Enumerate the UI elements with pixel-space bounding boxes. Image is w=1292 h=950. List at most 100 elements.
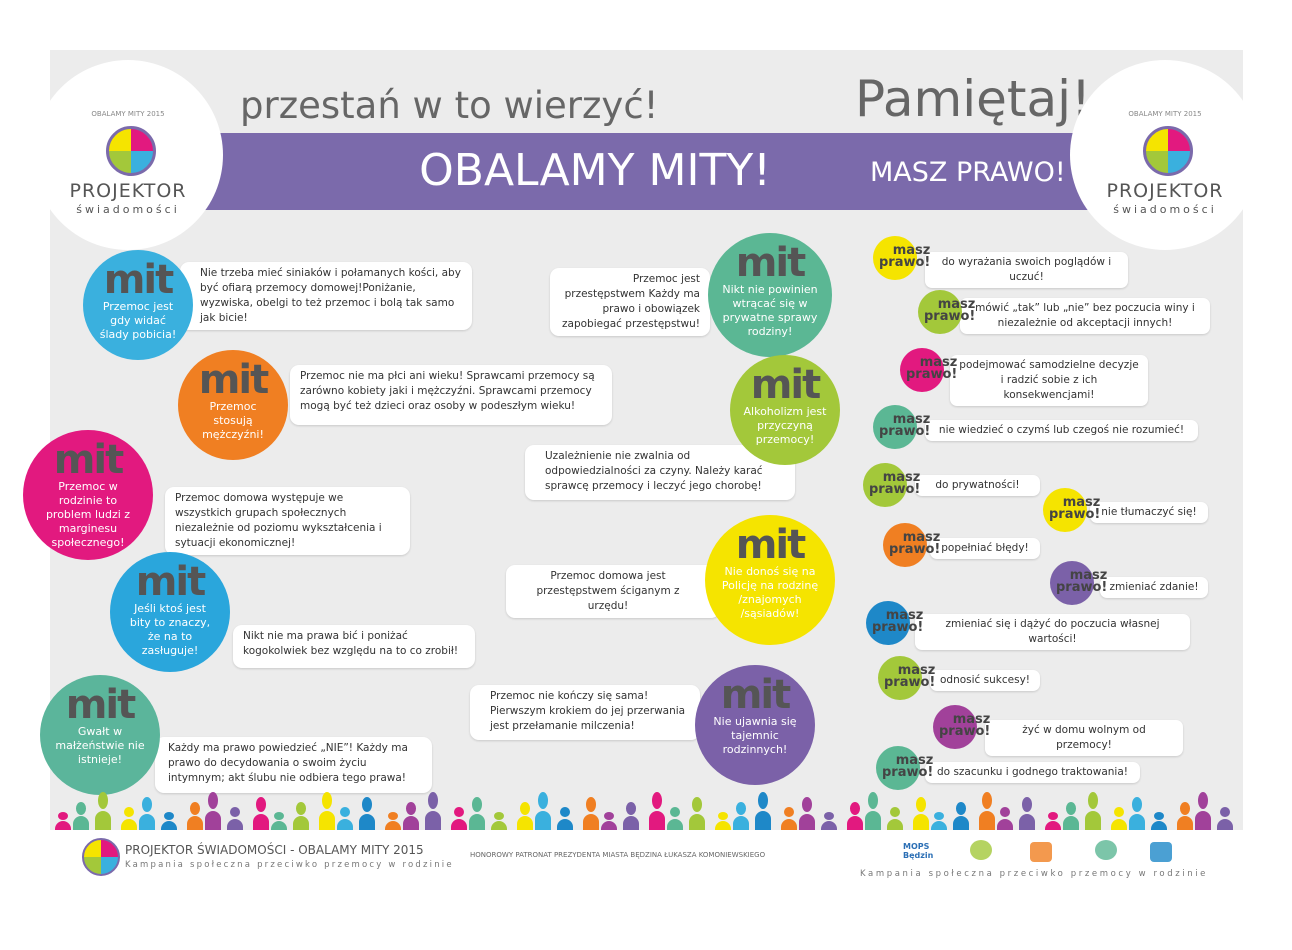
truth-box: Przemoc domowa występuje we wszystkich g… (165, 487, 410, 555)
silhouette-head (1066, 802, 1076, 815)
right-badge: masz prawo! (918, 290, 975, 334)
badge-bottom: prawo! (879, 424, 931, 439)
myth-text: Nie donoś się na Policję na rodzinę /zna… (721, 565, 819, 620)
silhouette-head (890, 807, 900, 818)
silhouette-head (296, 802, 306, 815)
silhouette-body (205, 811, 221, 830)
silhouette-body (557, 818, 573, 830)
myth-circle: mit Przemoc w rodzinie to problem ludzi z… (23, 430, 153, 560)
silhouette-head (916, 797, 926, 812)
silhouette-head (164, 812, 174, 821)
badge-bottom: prawo! (906, 367, 958, 382)
silhouette-body (1177, 816, 1193, 830)
silhouette-body (979, 811, 995, 830)
silhouette-head (1114, 807, 1124, 818)
silhouette-head (1088, 792, 1098, 810)
truth-box: Przemoc nie ma płci ani wieku! Sprawcami… (290, 365, 612, 425)
silhouette-head (1180, 802, 1190, 815)
silhouette-head (736, 802, 746, 815)
silhouette-head (1022, 797, 1032, 812)
right-box: odnosić sukcesy! (930, 670, 1040, 691)
silhouette-head (868, 792, 878, 810)
silhouette-head (322, 792, 332, 810)
silhouette-body (227, 818, 243, 830)
silhouette-body (161, 821, 177, 830)
silhouette-body (689, 813, 705, 830)
silhouette-head (538, 792, 548, 810)
badge-top: masz (902, 530, 941, 545)
logo-year: OBALAMY MITY 2015 (1128, 110, 1202, 118)
badge-bottom: prawo! (1056, 580, 1108, 595)
myth-circle: mit Przemoc stosują mężczyźni! (178, 350, 288, 460)
silhouette-body (95, 811, 111, 830)
silhouette-head (784, 807, 794, 818)
badge-text: masz prawo! (1049, 496, 1100, 521)
truth-box: Każdy ma prawo powiedzieć „NIE”! Każdy m… (155, 737, 432, 793)
mops-city: Będzin (903, 851, 934, 860)
silhouette-head (76, 802, 86, 815)
silhouette-body (583, 813, 599, 830)
silhouette-body (865, 811, 881, 830)
silhouette-head (406, 802, 416, 815)
silhouette-body (403, 816, 419, 830)
silhouette-body (847, 816, 863, 830)
truth-box: Nie trzeba mieć siniaków i połamanych ko… (180, 262, 472, 330)
silhouette-body (649, 811, 665, 830)
badge-text: masz prawo! (939, 713, 990, 738)
myth-circle: mit Nikt nie powinien wtrącać się w prywa… (708, 233, 832, 357)
logo-sub: świadomości (1113, 203, 1217, 216)
silhouette-body (733, 816, 749, 830)
right-badge: masz prawo! (1043, 488, 1100, 532)
silhouette-body (425, 811, 441, 830)
silhouette-head (850, 802, 860, 815)
silhouette-body (1045, 821, 1061, 830)
silhouette-head (1154, 812, 1164, 821)
badge-top: masz (897, 663, 936, 678)
silhouette-head (472, 797, 482, 812)
badge-text: masz prawo! (879, 244, 931, 270)
badge-top: masz (885, 608, 924, 623)
silhouette-body (1111, 818, 1127, 830)
partner-logo (1150, 842, 1172, 862)
silhouette-body (887, 818, 903, 830)
silhouette-body (715, 821, 731, 830)
logo-icon (106, 126, 156, 176)
silhouette-head (454, 807, 464, 818)
silhouette-body (623, 816, 639, 830)
logo-name: PROJEKTOR (69, 180, 187, 202)
silhouette-body (1019, 813, 1035, 830)
right-box: do prywatności! (915, 475, 1040, 496)
silhouette-body (1151, 821, 1167, 830)
silhouette-body (755, 811, 771, 830)
tagline: przestań w to wierzyć! (240, 84, 659, 127)
badge-bottom: prawo! (879, 255, 931, 270)
silhouette-body (1085, 811, 1101, 830)
silhouette-head (190, 802, 200, 815)
silhouette-body (931, 821, 947, 830)
silhouette-body (535, 811, 551, 830)
right-badge: masz prawo! (876, 746, 933, 790)
myth-label: mit (735, 240, 807, 286)
silhouette-body (799, 813, 815, 830)
right-badge: masz prawo! (1050, 561, 1107, 605)
badge-bottom: prawo! (872, 620, 924, 635)
badge-top: masz (895, 753, 934, 768)
badge-top: masz (937, 297, 976, 312)
right-badge: masz prawo! (900, 348, 957, 392)
myth-label: mit (53, 437, 125, 483)
silhouette-head (124, 807, 134, 818)
silhouette-head (1132, 797, 1142, 812)
myth-text: Gwałt w małżeństwie nie istnieje! (55, 725, 145, 766)
myth-label: mit (750, 362, 822, 408)
myth-text: Przemoc jest gdy widać ślady pobicia! (99, 300, 177, 341)
silhouette-body (293, 816, 309, 830)
myth-label: mit (720, 672, 792, 718)
silhouette-head (428, 792, 438, 810)
myth-text: Przemoc w rodzinie to problem ludzi z ma… (45, 480, 131, 549)
truth-box: Nikt nie ma prawa bić i poniżać kogokolw… (233, 625, 475, 668)
silhouette-body (1195, 811, 1211, 830)
right-badge: masz prawo! (863, 463, 920, 507)
mops-name: MOPS (903, 842, 930, 851)
badge-bottom: prawo! (884, 675, 936, 690)
